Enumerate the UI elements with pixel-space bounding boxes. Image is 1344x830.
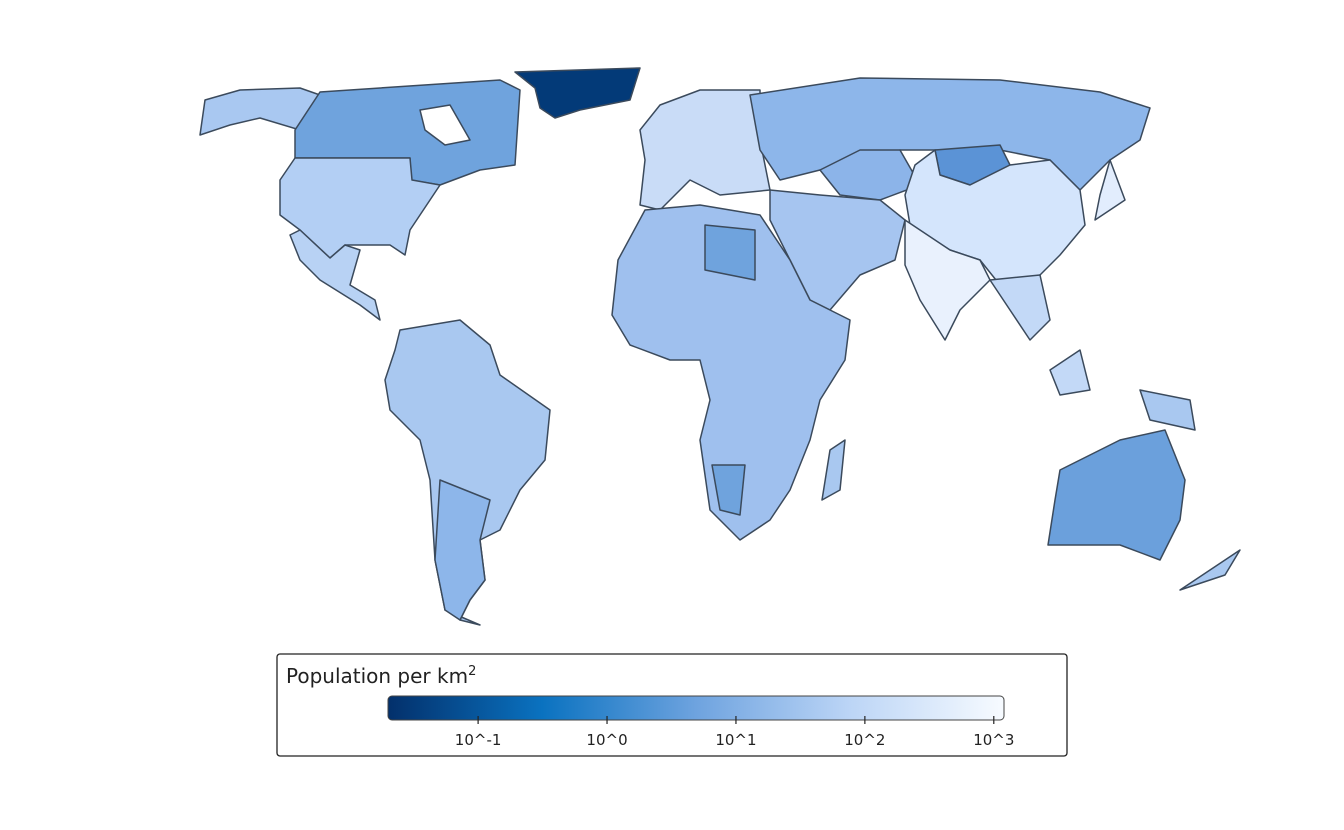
usa bbox=[279, 157, 441, 259]
tick-label: 10^3 bbox=[973, 731, 1014, 749]
legend-title-superscript: 2 bbox=[468, 664, 476, 679]
tick-label: 10^1 bbox=[715, 731, 756, 749]
countries bbox=[199, 67, 1241, 626]
madagascar bbox=[821, 439, 846, 501]
libya bbox=[704, 224, 756, 281]
legend-title-text: Population per km bbox=[286, 664, 468, 688]
colorbar-ticks: 10^-1 10^0 10^1 10^2 10^3 bbox=[455, 716, 1014, 749]
japan bbox=[1094, 159, 1126, 221]
namibia bbox=[711, 464, 746, 516]
legend-title: Population per km2 bbox=[286, 664, 476, 688]
colorbar bbox=[387, 695, 1005, 721]
india bbox=[904, 219, 991, 341]
greenland bbox=[514, 67, 641, 119]
australia bbox=[1047, 429, 1186, 561]
tick-label: 10^0 bbox=[586, 731, 627, 749]
southeast-asia bbox=[989, 274, 1051, 341]
borneo bbox=[1049, 349, 1091, 396]
tick-label: 10^-1 bbox=[455, 731, 502, 749]
argentina bbox=[434, 479, 491, 621]
hudson-bay bbox=[419, 104, 471, 146]
mexico bbox=[289, 229, 381, 321]
new-guinea bbox=[1139, 389, 1196, 431]
africa bbox=[611, 204, 851, 541]
europe bbox=[639, 89, 771, 211]
new-zealand bbox=[1179, 549, 1241, 591]
middle-east bbox=[769, 189, 906, 311]
tick-label: 10^2 bbox=[844, 731, 885, 749]
